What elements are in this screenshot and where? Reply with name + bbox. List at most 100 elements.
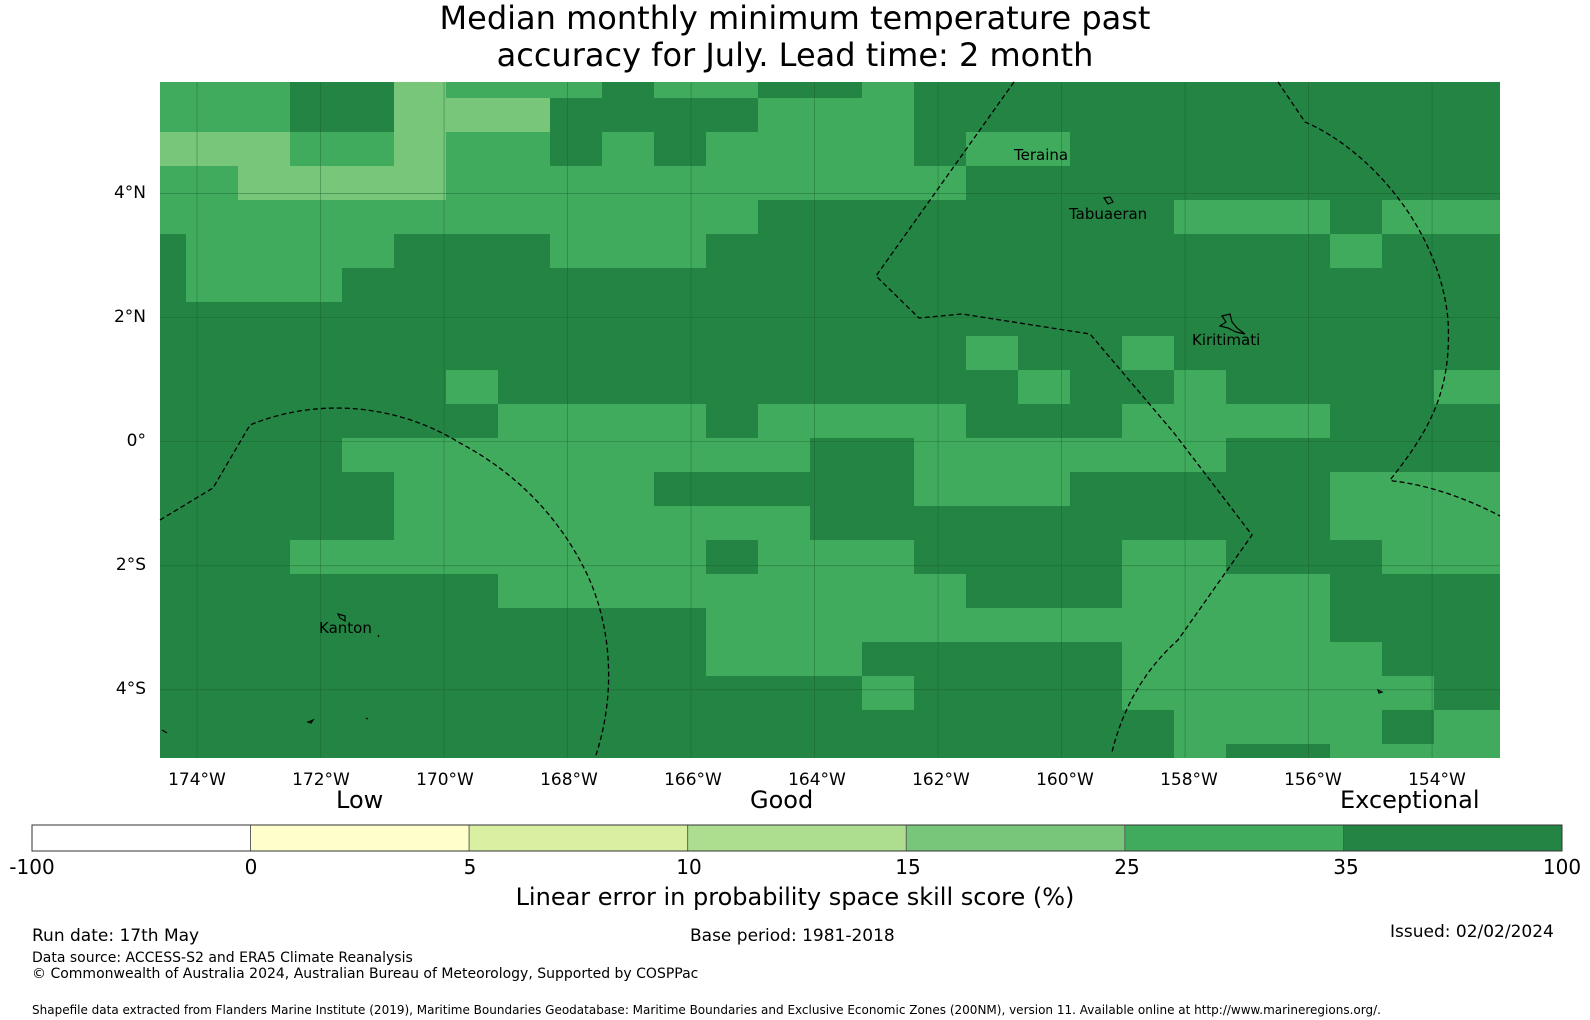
skill-cell	[446, 438, 498, 472]
skill-cell	[758, 540, 810, 574]
skill-cell	[1226, 676, 1278, 710]
skill-cell	[1226, 574, 1278, 608]
skill-cell	[238, 166, 290, 200]
skill-cell	[758, 574, 810, 608]
colorbar-category-exceptional: Exceptional	[1340, 786, 1480, 814]
lat-tick-2n: 2°N	[114, 307, 146, 327]
place-label-teraina: Teraina	[1013, 146, 1068, 164]
skill-cell	[186, 200, 238, 234]
skill-cell	[498, 98, 550, 132]
skill-cell	[758, 438, 810, 472]
skill-cell	[810, 608, 862, 642]
skill-cell	[1174, 370, 1226, 404]
lat-tick-2s: 2°S	[116, 555, 146, 575]
skill-cell	[706, 200, 758, 234]
skill-cell	[160, 82, 186, 98]
skill-cell	[654, 438, 706, 472]
skill-cell	[602, 438, 654, 472]
island-kanton	[336, 613, 346, 623]
skill-cell	[1174, 710, 1226, 744]
place-label-kiritimati: Kiritimati	[1192, 331, 1260, 349]
skill-cell	[394, 438, 446, 472]
skill-cell	[758, 404, 810, 438]
skill-cell	[550, 438, 602, 472]
skill-cell	[550, 234, 602, 268]
skill-cell	[1434, 472, 1500, 506]
skill-cell	[342, 132, 394, 166]
lat-tick-labels: 4°N 2°N 0° 2°S 4°S	[114, 183, 146, 699]
skill-cell	[160, 98, 186, 132]
skill-cell	[758, 98, 810, 132]
island-small-3	[365, 717, 369, 720]
skill-cell	[862, 540, 914, 574]
skill-cell	[446, 200, 498, 234]
lon-tick-154w: 154°W	[1408, 770, 1466, 790]
data-source: Data source: ACCESS-S2 and ERA5 Climate …	[32, 950, 413, 966]
skill-cell	[1122, 608, 1174, 642]
skill-cell	[1434, 540, 1500, 574]
shapefile-credit: Shapefile data extracted from Flanders M…	[32, 1003, 1381, 1017]
colorbar-tick-35: 35	[1333, 855, 1359, 879]
skill-cell	[1226, 404, 1278, 438]
colorbar-tick-15: 15	[895, 855, 921, 879]
skill-cell	[810, 540, 862, 574]
skill-cell	[394, 82, 446, 98]
skill-cell	[1070, 608, 1122, 642]
skill-cell	[1278, 642, 1330, 676]
skill-cell	[810, 404, 862, 438]
skill-cell	[810, 574, 862, 608]
skill-map: Teraina Tabuaeran Kiritimati Kanton 4°N …	[114, 81, 1501, 790]
run-date: Run date: 17th May	[32, 926, 200, 946]
island-small-5	[161, 729, 168, 734]
skill-cell	[706, 642, 758, 676]
skill-cell	[1330, 676, 1382, 710]
skill-cell	[550, 200, 602, 234]
lon-tick-168w: 168°W	[540, 770, 598, 790]
skill-cell	[394, 200, 446, 234]
skill-cell	[1174, 200, 1226, 234]
skill-cell	[706, 608, 758, 642]
skill-cell	[1434, 370, 1500, 404]
skill-cell	[1226, 642, 1278, 676]
graticule	[160, 82, 1500, 758]
skill-cell	[654, 200, 706, 234]
skill-cell	[1174, 642, 1226, 676]
skill-cell	[706, 438, 758, 472]
island-small-1	[377, 634, 380, 638]
lon-tick-156w: 156°W	[1284, 770, 1342, 790]
skill-cell	[654, 234, 706, 268]
skill-cell	[186, 132, 238, 166]
skill-cell	[290, 166, 342, 200]
skill-cell	[602, 200, 654, 234]
colorbar-label: Linear error in probability space skill …	[515, 883, 1075, 911]
skill-cell	[498, 574, 550, 608]
skill-cell	[446, 472, 498, 506]
lon-tick-172w: 172°W	[292, 770, 350, 790]
skill-cell	[810, 642, 862, 676]
skill-cell	[394, 132, 446, 166]
skill-cell	[966, 438, 1018, 472]
skill-cell	[1330, 642, 1382, 676]
colorbar-swatch	[1343, 824, 1563, 852]
place-label-tabuaeran: Tabuaeran	[1068, 205, 1147, 223]
skill-cell	[1226, 200, 1278, 234]
skill-cell	[160, 200, 186, 234]
skill-cell	[1278, 676, 1330, 710]
skill-cell	[446, 82, 498, 98]
skill-cell	[758, 608, 810, 642]
skill-cell	[914, 438, 966, 472]
island-kiritimati	[1218, 313, 1246, 335]
colorbar-tick-10: 10	[676, 855, 702, 879]
colorbar-outline	[31, 824, 1563, 852]
skill-cell	[498, 540, 550, 574]
skill-cell	[550, 574, 602, 608]
skill-cell	[446, 370, 498, 404]
skill-grid	[160, 82, 1500, 758]
lon-tick-labels: 174°W 172°W 170°W 168°W 166°W 164°W 162°…	[168, 770, 1466, 790]
skill-cell	[238, 82, 290, 98]
skill-cell	[862, 132, 914, 166]
skill-cell	[238, 268, 290, 302]
skill-cell	[1330, 472, 1382, 506]
skill-cell	[1382, 540, 1434, 574]
skill-cell	[186, 98, 238, 132]
